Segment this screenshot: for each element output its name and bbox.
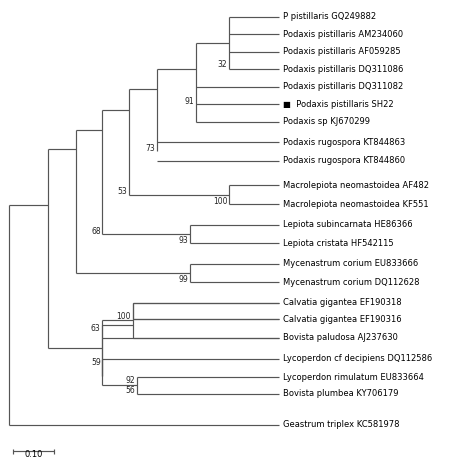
Text: 53: 53 (117, 187, 127, 196)
Text: Geastrum triplex KC581978: Geastrum triplex KC581978 (283, 420, 399, 429)
Text: Mycenastrum corium DQ112628: Mycenastrum corium DQ112628 (283, 278, 419, 287)
Text: Bovista paludosa AJ237630: Bovista paludosa AJ237630 (283, 334, 398, 342)
Text: 99: 99 (178, 275, 188, 284)
Text: Lepiota subincarnata HE86366: Lepiota subincarnata HE86366 (283, 220, 412, 229)
Text: 92: 92 (126, 376, 136, 385)
Text: Bovista plumbea KY706179: Bovista plumbea KY706179 (283, 389, 398, 398)
Text: Podaxis rugospora KT844863: Podaxis rugospora KT844863 (283, 138, 405, 147)
Text: 100: 100 (117, 312, 131, 321)
Text: Macrolepiota neomastoidea AF482: Macrolepiota neomastoidea AF482 (283, 181, 428, 190)
Text: 93: 93 (178, 236, 188, 245)
Text: 56: 56 (126, 386, 136, 395)
Text: 63: 63 (91, 324, 100, 333)
Text: Podaxis pistillaris AF059285: Podaxis pistillaris AF059285 (283, 47, 400, 56)
Text: Mycenastrum corium EU833666: Mycenastrum corium EU833666 (283, 259, 418, 268)
Text: Podaxis pistillaris AM234060: Podaxis pistillaris AM234060 (283, 29, 403, 38)
Text: Calvatia gigantea EF190318: Calvatia gigantea EF190318 (283, 299, 401, 308)
Text: 59: 59 (91, 357, 100, 366)
Text: Lycoperdon rimulatum EU833664: Lycoperdon rimulatum EU833664 (283, 373, 423, 382)
Text: P pistillaris GQ249882: P pistillaris GQ249882 (283, 12, 376, 21)
Text: Podaxis rugospora KT844860: Podaxis rugospora KT844860 (283, 156, 405, 165)
Text: Podaxis pistillaris DQ311086: Podaxis pistillaris DQ311086 (283, 64, 403, 73)
Text: Macrolepiota neomastoidea KF551: Macrolepiota neomastoidea KF551 (283, 200, 428, 209)
Text: ■  Podaxis pistillaris SH22: ■ Podaxis pistillaris SH22 (283, 100, 393, 109)
Text: 91: 91 (185, 97, 194, 106)
Text: 68: 68 (91, 227, 100, 236)
Text: 100: 100 (213, 197, 227, 206)
Text: 0.10: 0.10 (25, 449, 43, 458)
Text: Lycoperdon cf decipiens DQ112586: Lycoperdon cf decipiens DQ112586 (283, 354, 432, 363)
Text: 32: 32 (218, 60, 227, 69)
Text: Podaxis sp KJ670299: Podaxis sp KJ670299 (283, 117, 370, 126)
Text: Lepiota cristata HF542115: Lepiota cristata HF542115 (283, 239, 393, 248)
Text: Podaxis pistillaris DQ311082: Podaxis pistillaris DQ311082 (283, 82, 403, 91)
Text: Calvatia gigantea EF190316: Calvatia gigantea EF190316 (283, 315, 401, 324)
Text: 73: 73 (146, 144, 155, 153)
